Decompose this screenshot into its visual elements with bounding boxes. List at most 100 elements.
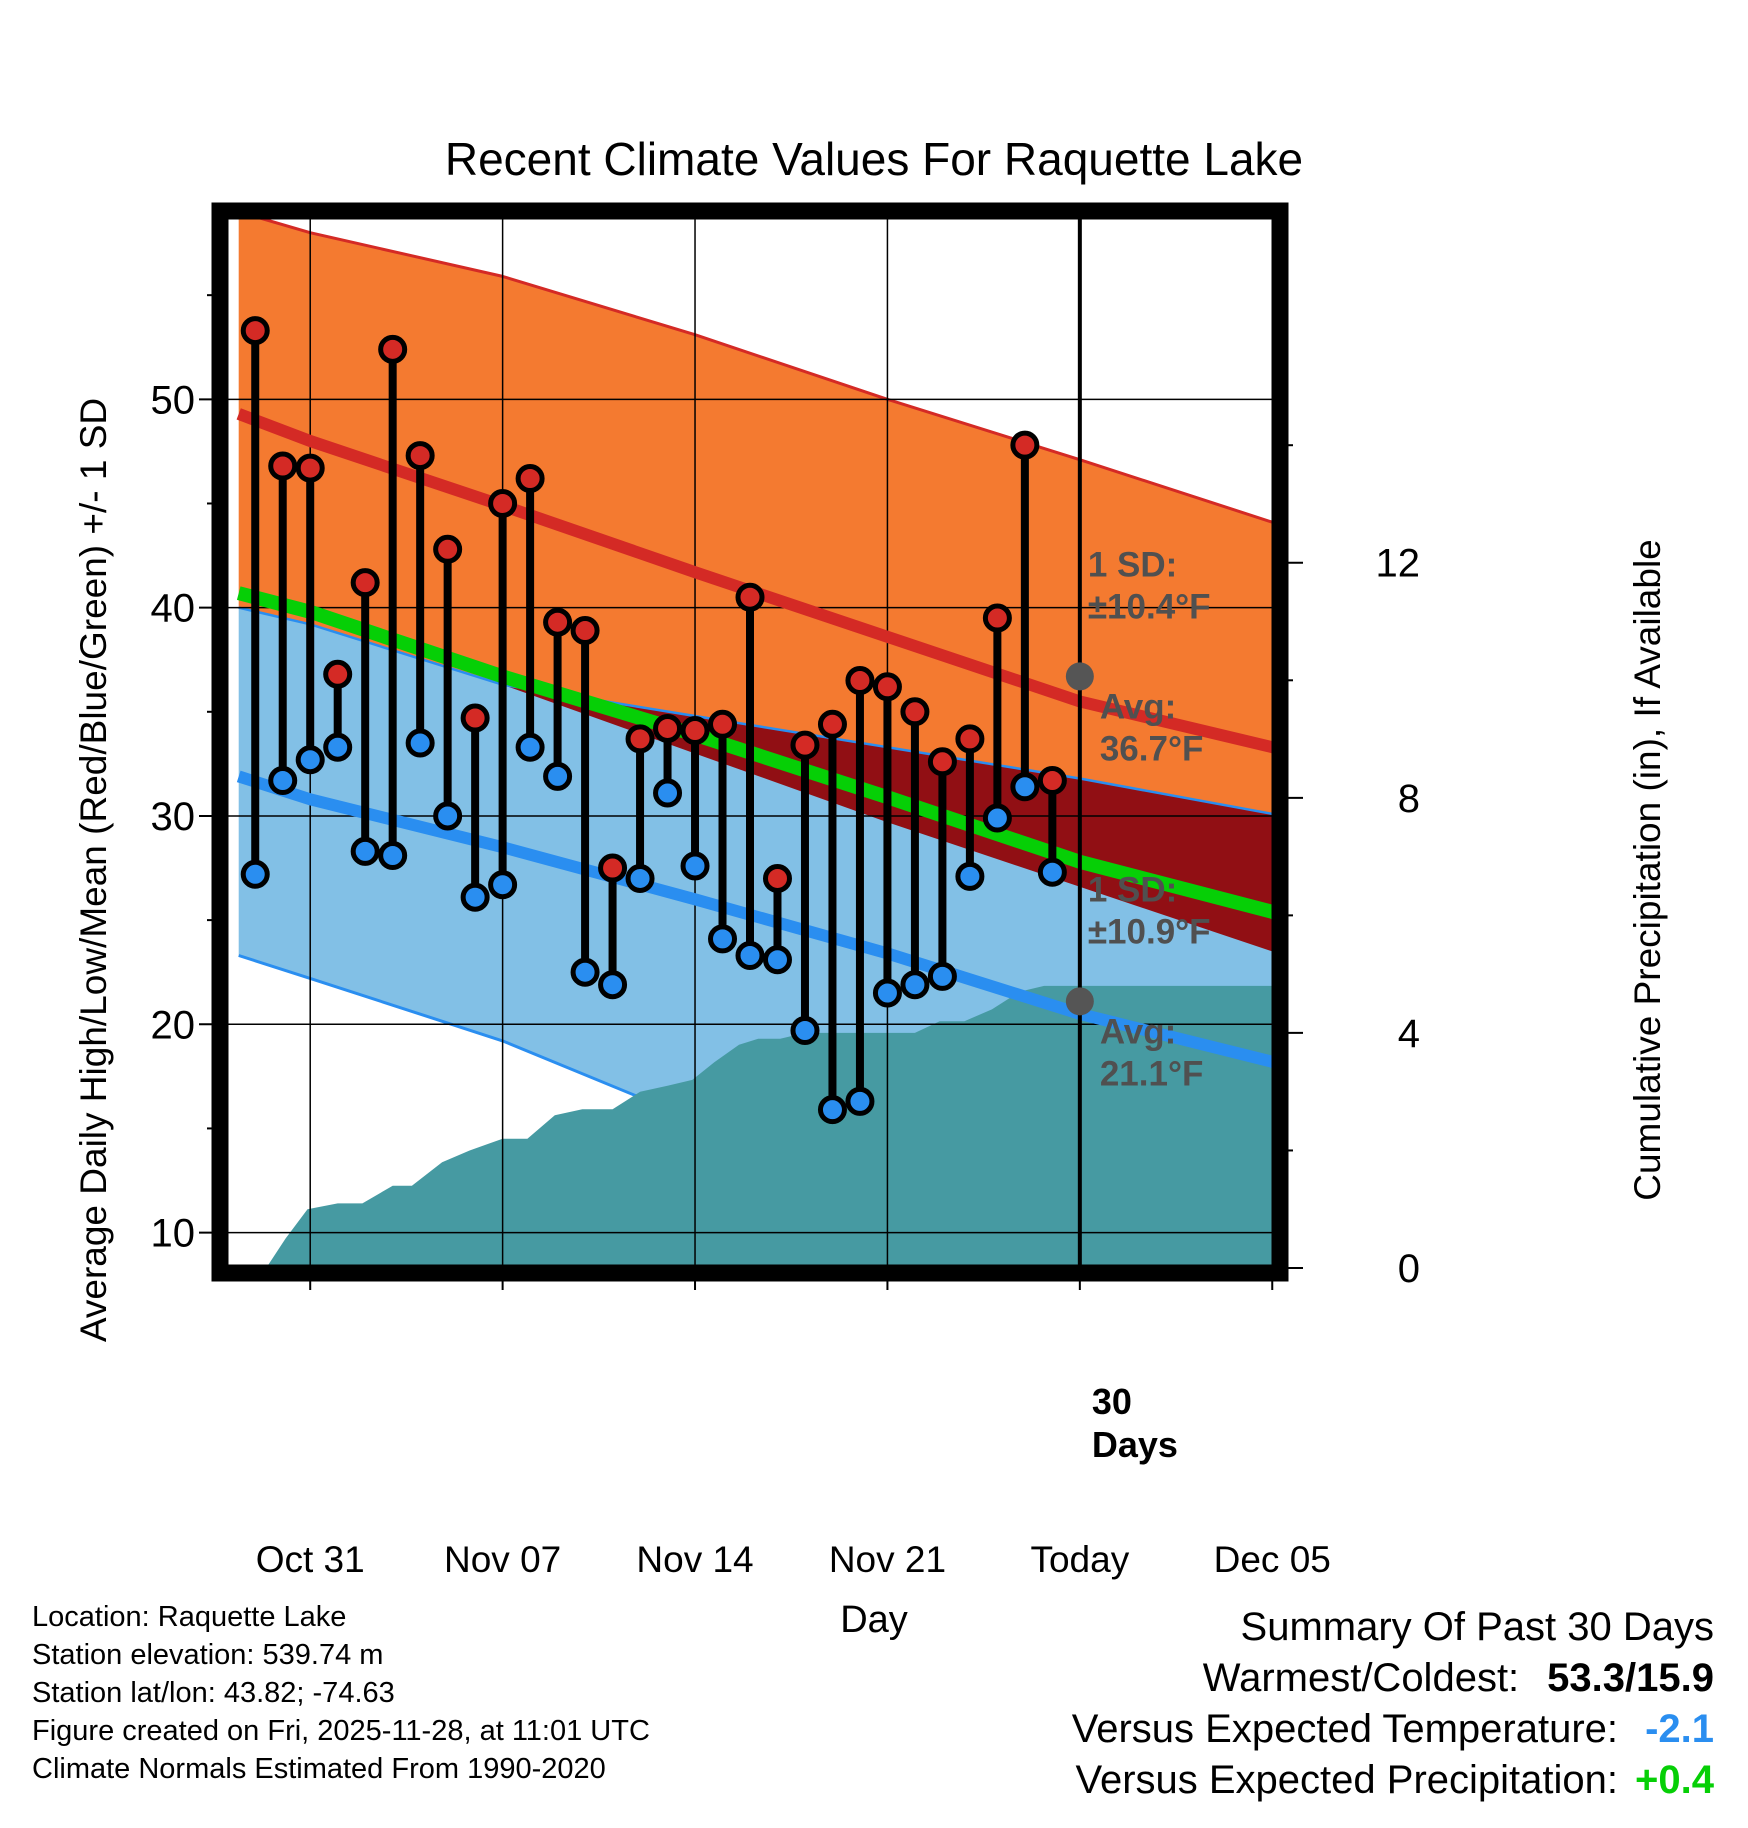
high-point: [708, 709, 738, 739]
y-axis-title: Average Daily High/Low/Mean (Red/Blue/Gr…: [73, 398, 114, 1342]
low-point: [323, 732, 353, 762]
avg-low-label: Avg:: [1100, 1012, 1176, 1051]
high-point: [625, 724, 655, 754]
avg-low-line: [236, 770, 1275, 1070]
y-tick-label: 10: [151, 1212, 196, 1256]
precip-diff-value: +0.4: [1635, 1758, 1714, 1802]
low-point: [405, 728, 435, 758]
avg-high-label: Avg:: [1100, 687, 1176, 726]
x-tick-label: Nov 07: [444, 1539, 561, 1580]
low-point: [790, 1016, 820, 1046]
sd-overlap-band: [238, 607, 1275, 954]
y2-tick-label: 8: [1398, 777, 1420, 821]
avg-high-line: [236, 408, 1275, 755]
precip-diff-label: Versus Expected Precipitation:: [1075, 1758, 1618, 1802]
low-point: [982, 803, 1012, 833]
temp-diff-value: -2.1: [1645, 1707, 1714, 1751]
low-point: [955, 861, 985, 891]
high-point: [735, 582, 765, 612]
y-tick-label: 40: [151, 587, 196, 631]
low-point: [350, 836, 380, 866]
low-point: [295, 745, 325, 775]
x-tick-label: Oct 31: [256, 1539, 365, 1580]
normals-line: Climate Normals Estimated From 1990-2020: [32, 1753, 606, 1785]
precip-area: [266, 985, 1275, 1268]
x-tick-label: Dec 05: [1214, 1539, 1331, 1580]
high-point: [1010, 430, 1040, 460]
x-tick-label: Nov 21: [829, 1539, 946, 1580]
sd-low-label: ±10.9°F: [1088, 912, 1211, 951]
high-point: [240, 316, 270, 346]
high-point: [762, 863, 792, 893]
high-point: [1037, 766, 1067, 796]
days-count-label: 30: [1092, 1381, 1132, 1422]
high-point: [680, 716, 710, 746]
x-axis-title: Day: [840, 1599, 908, 1641]
low-point: [817, 1095, 847, 1125]
low-point: [900, 970, 930, 1000]
y-tick-label: 50: [151, 378, 196, 422]
normal-lines: [236, 408, 1275, 1070]
days-word-label: Days: [1092, 1424, 1178, 1465]
low-point: [543, 761, 573, 791]
created-line: Figure created on Fri, 2025-11-28, at 11…: [32, 1715, 650, 1747]
sd-low-label: 1 SD:: [1088, 870, 1177, 909]
high-point: [295, 453, 325, 483]
x-tick-label: Nov 14: [636, 1539, 753, 1580]
low-point: [1010, 772, 1040, 802]
high-point: [570, 616, 600, 646]
low-point: [653, 778, 683, 808]
high-point: [955, 724, 985, 754]
low-point: [735, 941, 765, 971]
axes: Oct 31 Nov 07 Nov 14 Nov 21 Today Dec 05 10 20 3…: [151, 294, 1421, 1580]
low-point: [488, 870, 518, 900]
low-point: [433, 801, 463, 831]
sd-high-label: 1 SD:: [1088, 545, 1177, 584]
high-point: [790, 730, 820, 760]
y2-tick-label: 12: [1376, 542, 1421, 586]
warm-cold-label: Warmest/Coldest:: [1202, 1656, 1520, 1700]
high-point: [488, 488, 518, 518]
y2-tick-label: 4: [1398, 1012, 1420, 1056]
y-tick-label: 20: [151, 1003, 196, 1047]
low-point: [762, 945, 792, 975]
high-point: [817, 709, 847, 739]
low-point: [845, 1086, 875, 1116]
low-point: [1037, 857, 1067, 887]
elevation-line: Station elevation: 539.74 m: [32, 1639, 384, 1671]
x-tick-label: Today: [1030, 1539, 1129, 1580]
high-point: [653, 713, 683, 743]
low-point: [598, 970, 628, 1000]
observations: [240, 316, 1067, 1125]
plot-border: [211, 202, 1289, 1282]
warm-cold-value: 53.3/15.9: [1547, 1656, 1714, 1700]
low-point: [680, 851, 710, 881]
high-point: [515, 463, 545, 493]
summary-title: Summary Of Past 30 Days: [1240, 1605, 1714, 1649]
high-point: [268, 451, 298, 481]
low-point: [460, 882, 490, 912]
low-point: [240, 859, 270, 889]
precip-diff-row: Versus Expected Precipitation: +0.4: [1072, 1755, 1714, 1806]
low-point: [872, 978, 902, 1008]
avg-low-marker: [1065, 987, 1094, 1016]
high-plus-sd-line: [247, 216, 1275, 527]
high-point: [350, 568, 380, 598]
high-point: [378, 334, 408, 364]
temp-diff-row: Versus Expected Temperature: -2.1: [1072, 1704, 1714, 1755]
summary-panel: Summary Of Past 30 Days Warmest/Coldest:…: [1072, 1602, 1714, 1806]
avg-high-label: 36.7°F: [1100, 729, 1204, 768]
station-info: Location: Raquette Lake Station elevatio…: [32, 1598, 650, 1788]
high-point: [460, 703, 490, 733]
low-point: [570, 957, 600, 987]
high-point: [982, 603, 1012, 633]
sd-high-label: ±10.4°F: [1088, 587, 1211, 626]
avg-high-marker: [1065, 662, 1094, 691]
low-plus-sd-line: [238, 606, 1275, 817]
location-line: Location: Raquette Lake: [32, 1601, 347, 1633]
low-point: [708, 924, 738, 954]
low-point: [378, 841, 408, 871]
high-point: [323, 659, 353, 689]
